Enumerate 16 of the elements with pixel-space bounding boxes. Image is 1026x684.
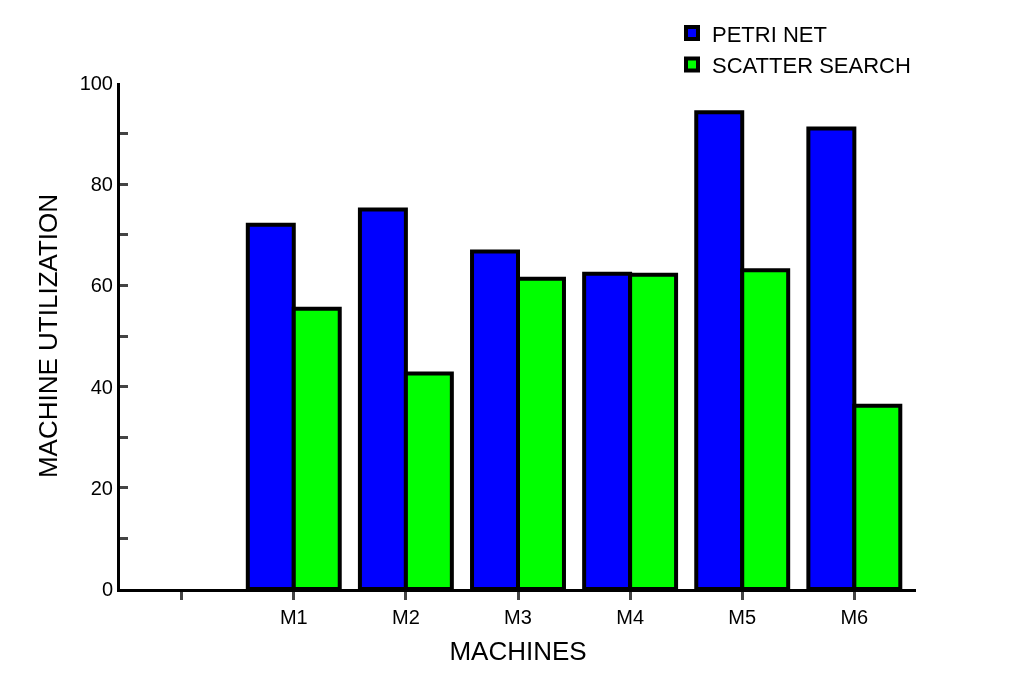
x-tick-label: M5	[728, 606, 757, 628]
y-tick-label: 0	[101, 578, 113, 600]
x-tick-label: M6	[840, 606, 869, 628]
legend-label: SCATTER SEARCH	[712, 53, 911, 79]
y-tick-label: 60	[90, 274, 113, 297]
x-tick-label: M3	[504, 606, 532, 628]
y-axis-title: MACHINE UTILIZATION	[33, 193, 64, 479]
y-tick-label: 40	[90, 375, 113, 398]
y-tick-label: 20	[90, 476, 113, 499]
legend-label: PETRI NET	[712, 21, 827, 47]
x-tick-label: M2	[391, 606, 420, 628]
x-tick-label: M4	[616, 606, 645, 628]
x-tick-label: M1	[279, 606, 308, 628]
y-tick-label: 100	[79, 72, 113, 94]
y-tick-label: 80	[90, 173, 113, 196]
x-axis-title: MACHINES	[449, 635, 587, 666]
